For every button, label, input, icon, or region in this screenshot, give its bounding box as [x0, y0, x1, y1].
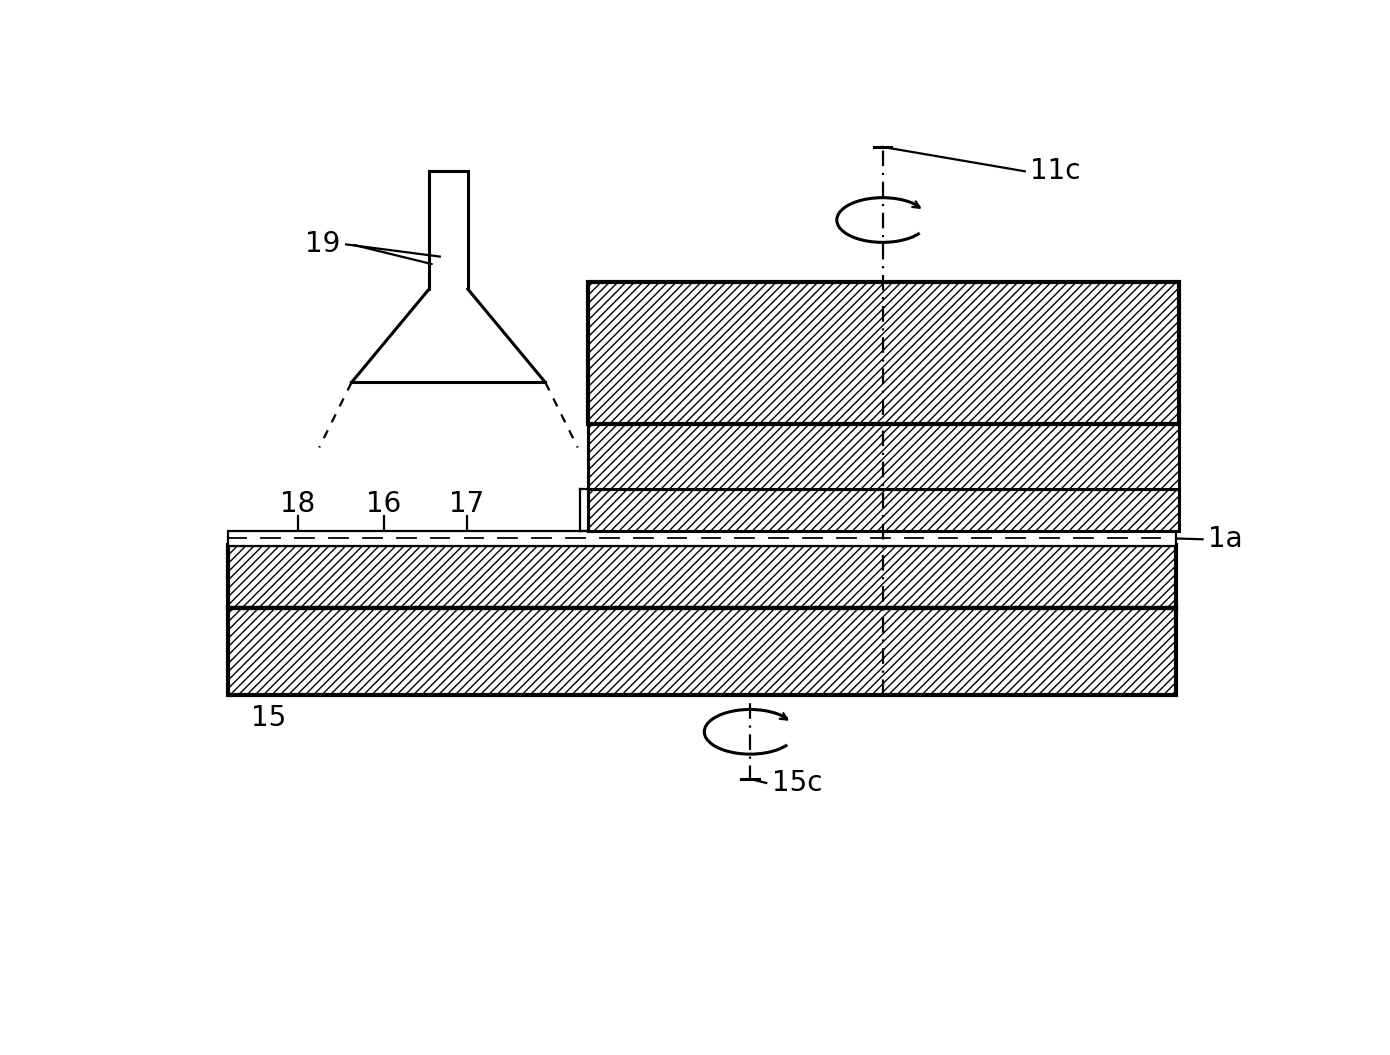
Text: 17: 17 [449, 491, 484, 518]
Bar [228, 531, 1176, 545]
Text: 19: 19 [306, 230, 341, 258]
Text: 16: 16 [366, 491, 402, 518]
Bar [588, 282, 1179, 424]
Bar [228, 545, 1176, 608]
Text: 1: 1 [630, 496, 648, 524]
Bar [588, 424, 1179, 488]
Text: 11: 11 [626, 438, 660, 465]
Text: 14: 14 [626, 339, 660, 366]
Text: 1a: 1a [1208, 525, 1243, 553]
Text: 11c: 11c [1030, 157, 1080, 186]
Bar [228, 608, 1176, 695]
Bar [588, 488, 1179, 531]
Text: 18: 18 [279, 491, 316, 518]
Text: 15c: 15c [771, 769, 821, 797]
Text: 15: 15 [252, 704, 286, 732]
